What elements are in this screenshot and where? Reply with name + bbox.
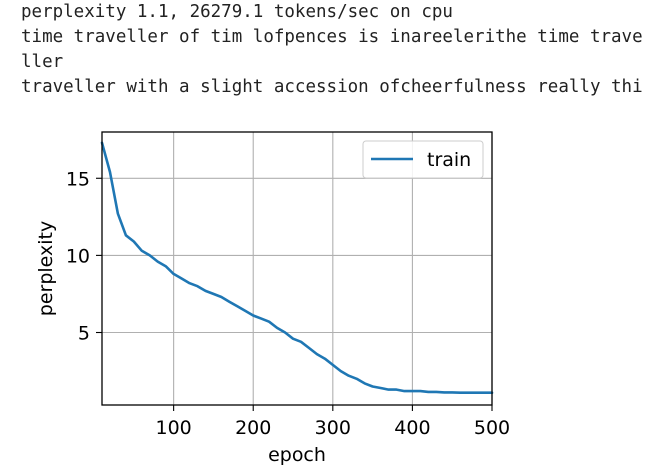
training-log: perplexity 1.1, 26279.1 tokens/sec on cp… (21, 0, 643, 100)
x-tick-label: 300 (315, 417, 351, 439)
log-line: traveller with a slight accession ofchee… (21, 77, 643, 97)
legend: train (362, 140, 484, 179)
x-axis-ticks: 100 200 300 400 500 (155, 405, 510, 439)
series-line-train (100, 141, 494, 394)
x-tick-label: 500 (474, 417, 510, 439)
y-tick-label: 15 (66, 168, 90, 190)
y-tick-label: 10 (66, 245, 90, 267)
plot-frame (101, 131, 493, 406)
log-line: perplexity 1.1, 26279.1 tokens/sec on cp… (21, 2, 453, 22)
x-axis-label: epoch (268, 444, 326, 466)
legend-box (362, 140, 484, 179)
log-line: time traveller of tim lofpences is inare… (21, 27, 643, 47)
x-tick-label: 200 (235, 417, 271, 439)
x-tick-label: 400 (394, 417, 430, 439)
log-line: ller (21, 52, 64, 72)
legend-label-train: train (427, 149, 471, 171)
y-axis-ticks: 5 10 15 (66, 168, 102, 345)
x-tick-label: 100 (155, 417, 191, 439)
y-tick-label: 5 (78, 323, 90, 345)
y-axis-label: perplexity (35, 221, 57, 316)
